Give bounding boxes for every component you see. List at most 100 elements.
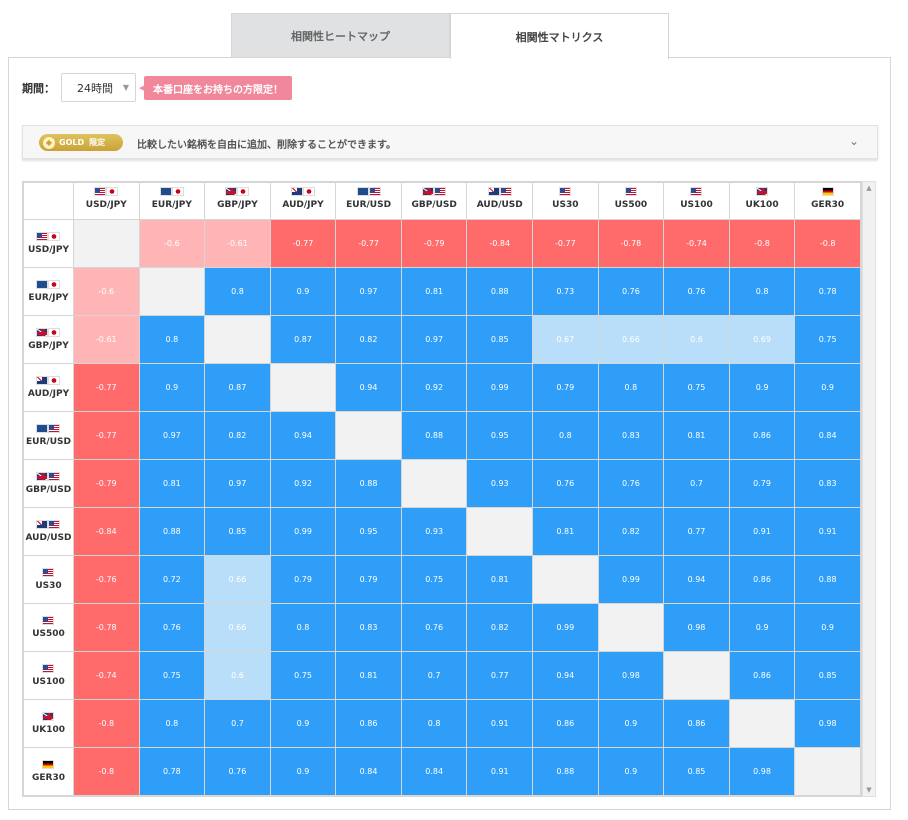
- correlation-cell: 0.88: [794, 555, 861, 604]
- correlation-cell: 0.85: [466, 315, 534, 364]
- correlation-cell: 0.86: [663, 699, 730, 748]
- table-row: EUR/JPY -0.6 0.8 0.9 0.97 0.81 0.88 0.73 0.76 0.7…: [23, 267, 861, 316]
- correlation-cell: 0.85: [794, 651, 861, 700]
- column-header-label: UK100: [745, 200, 779, 210]
- correlation-cell: -0.84: [466, 219, 534, 268]
- gold-badge: ◆ GOLD 限定: [39, 134, 123, 151]
- us-flag-icon: [42, 568, 55, 577]
- correlation-cell: -0.8: [72, 699, 140, 748]
- jp-flag-icon: [106, 187, 119, 196]
- correlation-cell: 0.83: [335, 603, 402, 652]
- us-flag-icon: [48, 520, 61, 529]
- row-header-label: GBP/USD: [25, 485, 72, 495]
- de-flag-icon: [42, 760, 55, 769]
- jp-flag-icon: [303, 187, 315, 196]
- column-header: US30: [532, 182, 599, 220]
- flag-icon: [36, 664, 60, 673]
- table-row: US100 -0.74 0.75 0.6 0.75 0.81 0.7 0.77 0.94 0.98…: [23, 651, 861, 700]
- chevron-down-icon[interactable]: ⌄: [848, 134, 859, 148]
- correlation-cell: 0.86: [728, 411, 796, 460]
- correlation-cell: 0.92: [269, 459, 337, 508]
- flag-icon: [750, 187, 774, 196]
- au-flag-icon: [36, 520, 49, 529]
- correlation-cell: -0.77: [72, 411, 140, 460]
- correlation-cell: 0.81: [466, 555, 534, 604]
- row-header-label: USD/JPY: [27, 245, 69, 255]
- correlation-cell: 0.97: [335, 267, 402, 316]
- correlation-cell: 0.81: [400, 267, 468, 316]
- correlation-cell: 0.76: [400, 603, 468, 652]
- row-header: US30: [23, 555, 74, 604]
- flag-icon: [291, 187, 315, 196]
- tab-correlation-heatmap[interactable]: 相関性ヒートマップ: [231, 13, 450, 58]
- row-header: AUD/USD: [23, 507, 74, 556]
- flag-icon: [36, 424, 61, 433]
- table-row: GBP/USD -0.79 0.81 0.97 0.92 0.88 0.93 0.76 0.76…: [23, 459, 861, 508]
- row-header: UK100: [23, 699, 74, 748]
- column-header-label: GER30: [811, 200, 845, 210]
- flag-icon: [356, 187, 381, 196]
- gold-feature-bar[interactable]: ◆ GOLD 限定 比較したい銘柄を自由に追加、削除することができます。 ⌄: [22, 125, 878, 159]
- eu-flag-icon: [36, 280, 49, 289]
- diagonal-cell: [728, 699, 796, 748]
- correlation-cell: 0.72: [138, 555, 206, 604]
- correlation-cell: 0.91: [728, 507, 796, 556]
- vertical-scrollbar[interactable]: ▲ ▼: [862, 181, 876, 797]
- correlation-cell: 0.75: [269, 651, 337, 700]
- correlation-cell: -0.61: [204, 219, 271, 268]
- correlation-cell: 0.94: [335, 363, 402, 412]
- us-flag-icon: [434, 187, 447, 196]
- us-flag-icon: [624, 187, 637, 196]
- correlation-cell: 0.92: [400, 363, 468, 412]
- correlation-cell: 0.93: [466, 459, 534, 508]
- us-flag-icon: [36, 232, 49, 241]
- au-flag-icon: [36, 376, 49, 385]
- flag-icon: [36, 520, 61, 529]
- correlation-cell: -0.76: [72, 555, 140, 604]
- diagonal-cell: [532, 555, 599, 604]
- correlation-cell: 0.78: [138, 747, 206, 796]
- gold-coin-icon: ◆: [43, 136, 55, 149]
- jp-flag-icon: [48, 376, 61, 385]
- scroll-down-icon[interactable]: ▼: [866, 786, 872, 794]
- row-header-label: GER30: [31, 773, 65, 783]
- gb-flag-icon: [225, 187, 238, 196]
- correlation-cell: 0.82: [597, 507, 665, 556]
- correlation-cell: 0.87: [269, 315, 337, 364]
- correlation-cell: -0.79: [72, 459, 140, 508]
- correlation-cell: 0.98: [597, 651, 665, 700]
- table-row: AUD/USD -0.84 0.88 0.85 0.99 0.95 0.93 0.81 0.82…: [23, 507, 861, 556]
- correlation-cell: 0.82: [335, 315, 402, 364]
- row-header-label: US100: [32, 677, 65, 687]
- column-header: GER30: [794, 182, 861, 220]
- period-select[interactable]: 24時間 ▼: [61, 73, 136, 102]
- correlation-cell: -0.78: [72, 603, 140, 652]
- correlation-cell: 0.82: [466, 603, 534, 652]
- tab-correlation-matrix[interactable]: 相関性マトリクス: [450, 13, 669, 59]
- correlation-cell: 0.79: [532, 363, 599, 412]
- au-flag-icon: [291, 187, 303, 196]
- scroll-up-icon[interactable]: ▲: [866, 184, 872, 192]
- correlation-cell: 0.95: [335, 507, 402, 556]
- correlation-cell: 0.79: [335, 555, 402, 604]
- table-row: USD/JPY -0.6 -0.61 -0.77 -0.77 -0.79 -0.84 -0.7…: [23, 219, 861, 268]
- eu-flag-icon: [36, 424, 49, 433]
- correlation-cell: 0.86: [728, 651, 796, 700]
- diagonal-cell: [204, 315, 271, 364]
- correlation-cell: -0.77: [335, 219, 402, 268]
- correlation-cell: 0.76: [138, 603, 206, 652]
- correlation-cell: 0.88: [335, 459, 402, 508]
- au-flag-icon: [487, 187, 500, 196]
- correlation-cell: 0.6: [663, 315, 730, 364]
- correlation-cell: 0.75: [400, 555, 468, 604]
- table-row: US500 -0.78 0.76 0.66 0.8 0.83 0.76 0.82 0.99 0.9…: [23, 603, 861, 652]
- correlation-cell: 0.8: [597, 363, 665, 412]
- correlation-cell: 0.78: [794, 267, 861, 316]
- column-header: EUR/JPY: [138, 182, 206, 220]
- gb-flag-icon: [36, 328, 49, 337]
- flag-icon: [36, 328, 61, 337]
- correlation-cell: 0.83: [597, 411, 665, 460]
- column-header-label: US100: [680, 200, 713, 210]
- correlation-cell: 0.94: [532, 651, 599, 700]
- us-flag-icon: [48, 472, 61, 481]
